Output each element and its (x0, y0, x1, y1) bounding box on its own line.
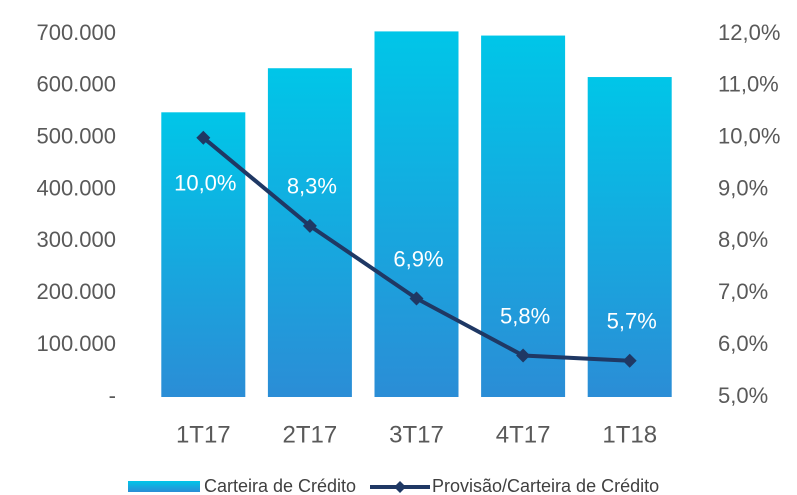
x-tick-label: 1T17 (176, 421, 231, 448)
line-marker (622, 353, 637, 368)
y2-tick-label: 10,0% (718, 124, 780, 149)
y-tick-label: 700.000 (36, 20, 116, 45)
y2-tick-label: 7,0% (718, 279, 768, 304)
y-tick-label: 500.000 (36, 124, 116, 149)
y-tick-label: 300.000 (36, 227, 116, 252)
y2-tick-label: 9,0% (718, 175, 768, 200)
x-tick-label: 3T17 (389, 421, 444, 448)
line-marker (409, 291, 424, 306)
x-tick-label: 1T18 (602, 421, 657, 448)
data-label: 8,3% (287, 174, 337, 199)
x-tick-label: 2T17 (283, 421, 338, 448)
data-label: 5,8% (500, 303, 550, 328)
x-tick-label: 4T17 (496, 421, 551, 448)
bar (587, 77, 672, 397)
bar (481, 35, 566, 397)
line-marker (196, 130, 211, 145)
y2-tick-label: 11,0% (718, 72, 779, 97)
legend-label: Provisão/Carteira de Crédito (432, 476, 659, 495)
line-marker (302, 218, 317, 233)
bar (161, 112, 246, 397)
y2-tick-label: 8,0% (718, 227, 768, 252)
y-tick-label: 200.000 (36, 279, 116, 304)
y-tick-label: 400.000 (36, 175, 116, 200)
y2-tick-label: 12,0% (718, 20, 780, 45)
y-tick-label: - (109, 383, 116, 408)
y-tick-label: 100.000 (36, 331, 116, 356)
data-label: 6,9% (393, 246, 443, 271)
data-label: 5,7% (607, 309, 657, 334)
legend-swatch (128, 481, 200, 492)
y-tick-label: 600.000 (36, 72, 116, 97)
legend-label: Carteira de Crédito (204, 476, 356, 495)
line-marker (516, 348, 531, 363)
y2-tick-label: 5,0% (718, 383, 768, 408)
y2-tick-label: 6,0% (718, 331, 768, 356)
bar (374, 31, 459, 398)
data-label: 10,0% (174, 171, 236, 196)
legend-marker (394, 481, 406, 493)
